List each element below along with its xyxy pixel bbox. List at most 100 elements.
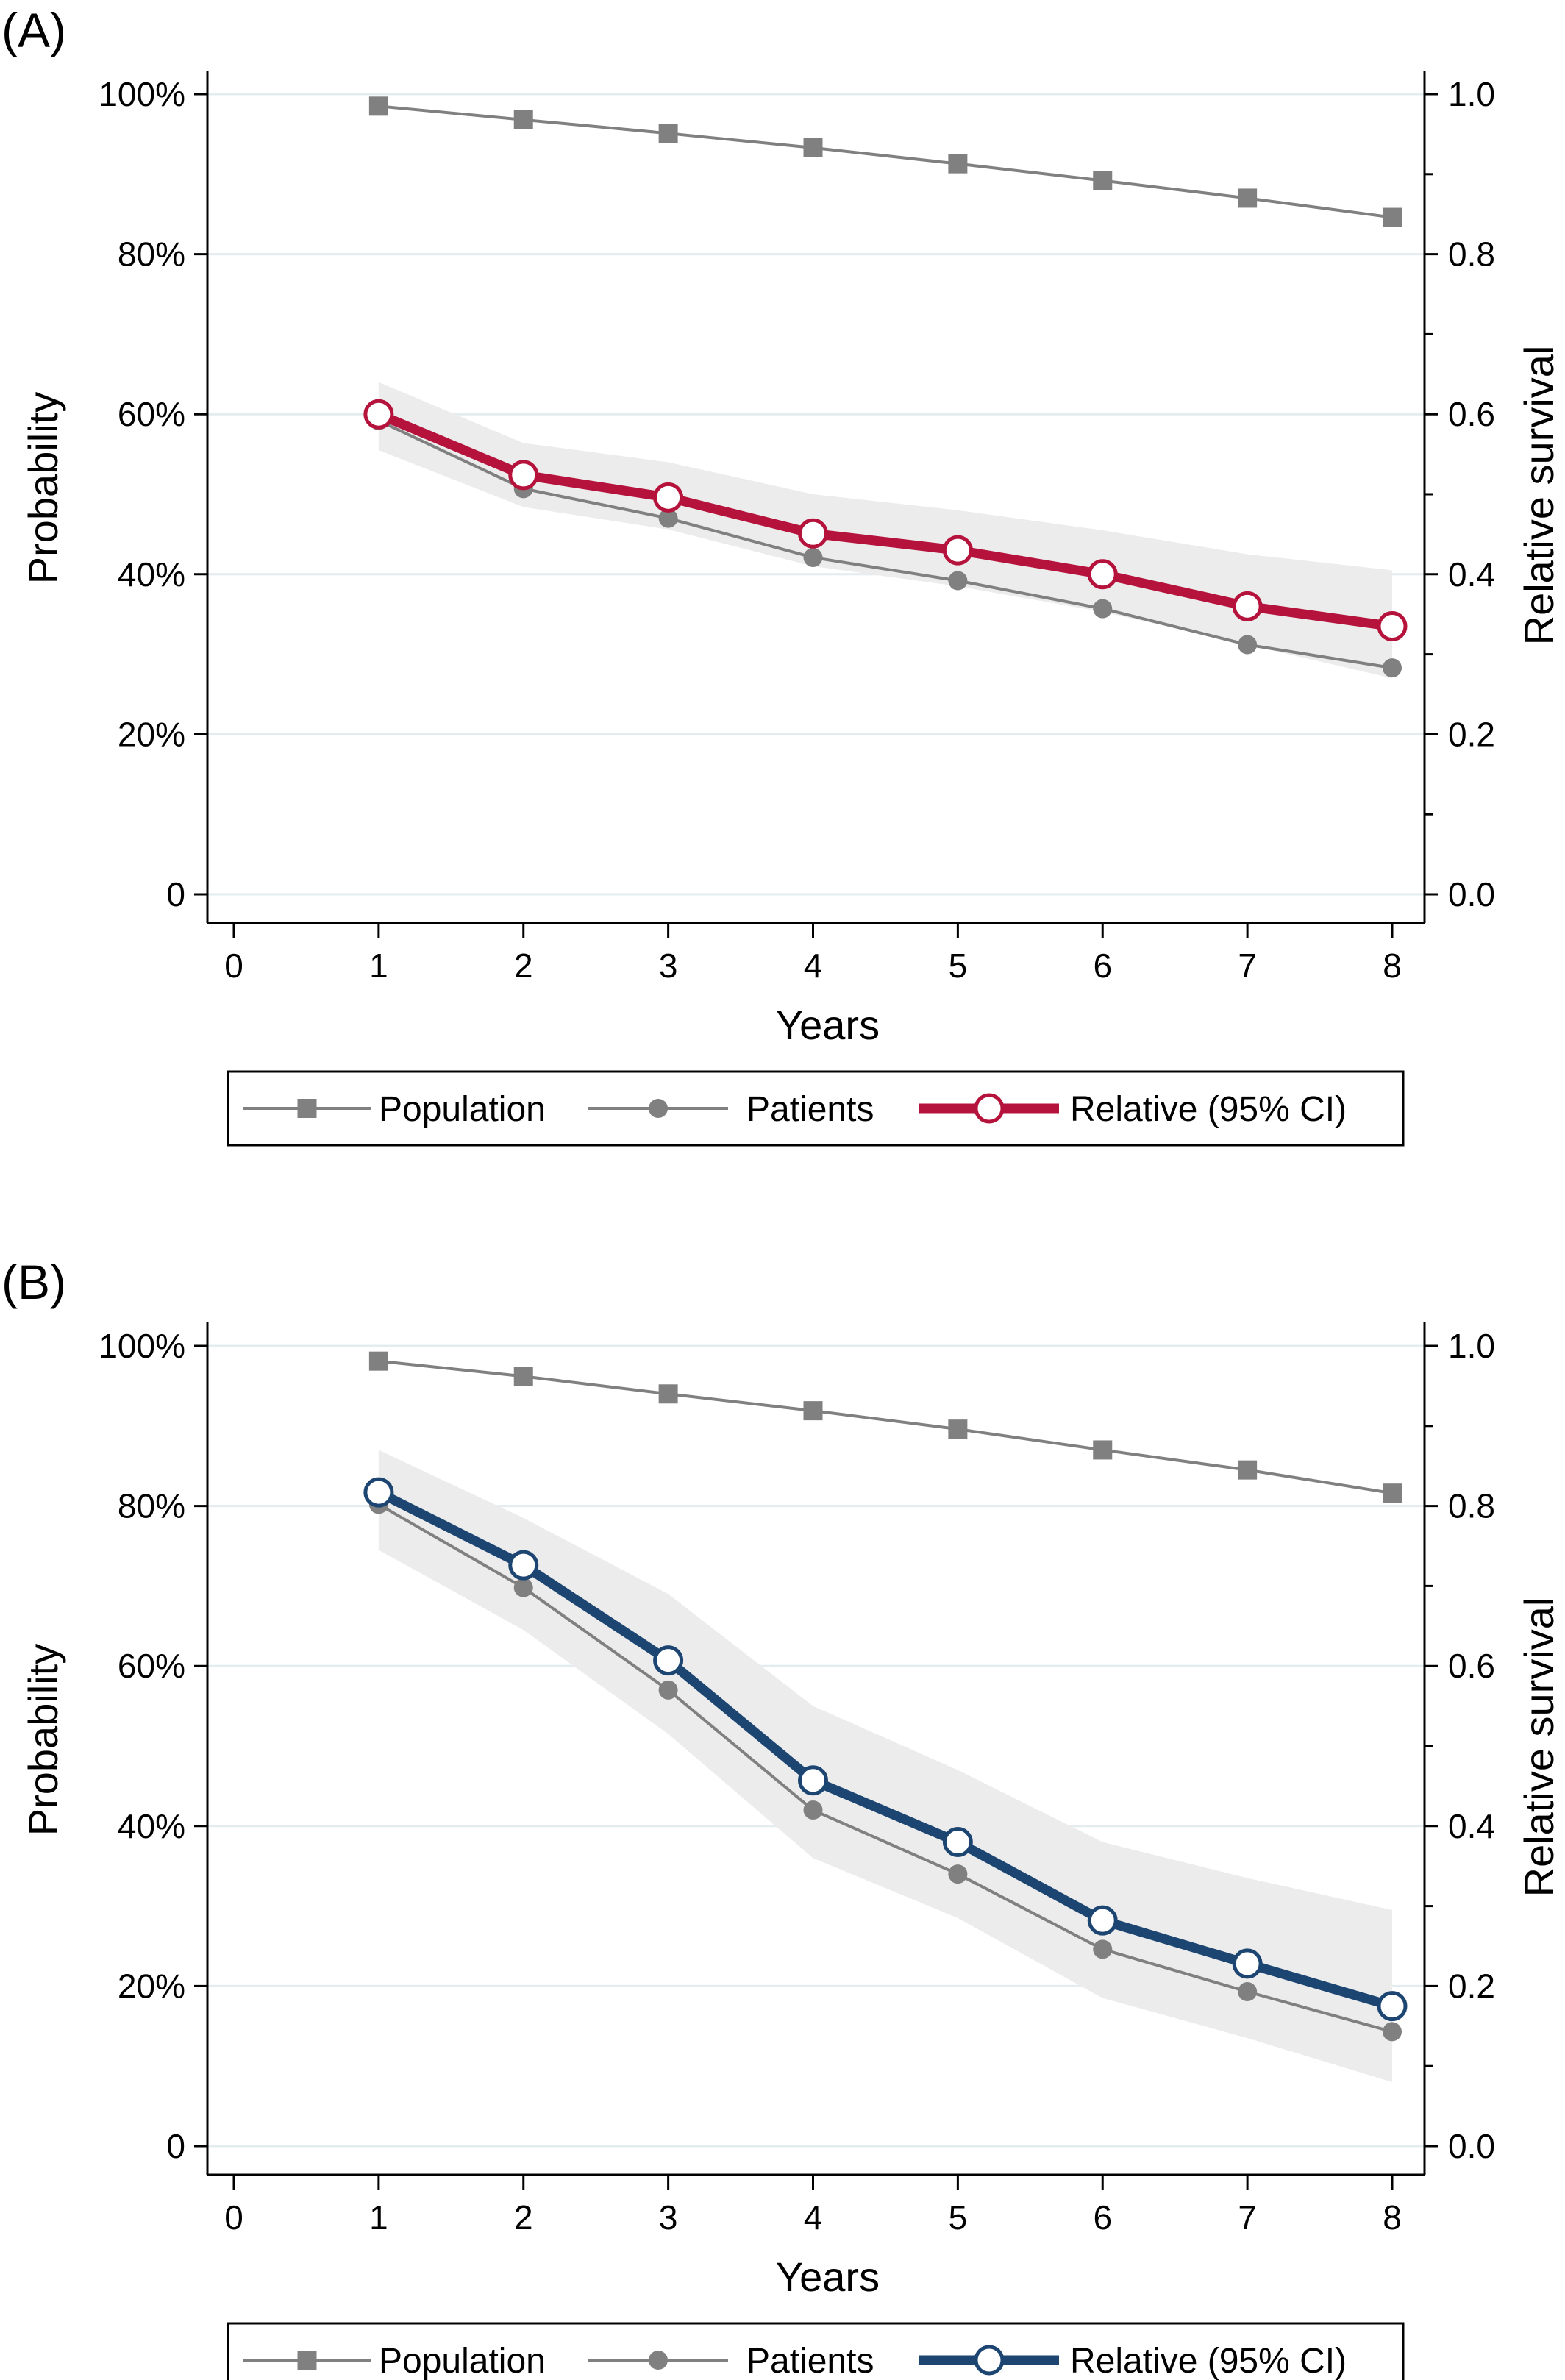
y-tick-label-left: 0 bbox=[166, 2127, 185, 2165]
legend-label: Relative (95% CI) bbox=[1070, 1090, 1347, 1129]
legend-entry: Population bbox=[243, 2342, 546, 2380]
series-line bbox=[378, 1359, 1393, 1495]
x-tick-label: 8 bbox=[1383, 2198, 1402, 2237]
legend-swatch-marker bbox=[649, 1099, 668, 1118]
data-point-hollow-circle bbox=[1087, 559, 1118, 590]
data-point-circle bbox=[513, 1578, 533, 1597]
data-point-square bbox=[1238, 1460, 1258, 1480]
legend-label: Population bbox=[379, 2342, 546, 2380]
legend-swatch-marker bbox=[297, 2351, 317, 2370]
data-point-hollow-circle bbox=[653, 1645, 684, 1676]
data-point-circle bbox=[948, 571, 968, 591]
data-point-circle bbox=[1093, 1939, 1113, 1959]
series-relative bbox=[363, 1477, 1408, 2022]
y-tick-label-left: 80% bbox=[118, 1487, 185, 1525]
y-tick-label-left: 100% bbox=[99, 1327, 185, 1365]
legend: Population Patients Relative (95% CI) bbox=[227, 1070, 1405, 1147]
data-point-square bbox=[513, 1367, 533, 1386]
legend-entry: Patients bbox=[588, 2342, 874, 2380]
x-tick-label: 1 bbox=[369, 947, 388, 985]
y-tick-label-right: 0.4 bbox=[1448, 555, 1495, 594]
x-tick-label: 8 bbox=[1383, 947, 1402, 985]
data-point-square bbox=[658, 1384, 678, 1404]
confidence-band bbox=[378, 382, 1392, 679]
data-point-circle bbox=[1383, 2022, 1402, 2042]
confidence-band bbox=[378, 1450, 1392, 2082]
x-tick-label: 1 bbox=[369, 2198, 388, 2237]
series-line bbox=[377, 410, 1393, 631]
legend-entry: Population bbox=[243, 1090, 546, 1129]
data-point-square bbox=[948, 1419, 968, 1439]
data-point-square bbox=[368, 96, 388, 116]
x-tick-label: 0 bbox=[224, 2198, 243, 2237]
data-point-circle bbox=[1093, 599, 1113, 619]
data-point-square bbox=[948, 154, 968, 174]
legend-label: Patients bbox=[746, 1090, 874, 1129]
data-point-circle bbox=[658, 1680, 678, 1700]
series-line bbox=[377, 1503, 1393, 2034]
y-tick-label-left: 80% bbox=[118, 235, 185, 274]
data-point-circle bbox=[803, 1800, 823, 1820]
y-tick-label-right: 0.6 bbox=[1448, 395, 1495, 433]
y-axis-title-left: Probability bbox=[20, 392, 66, 584]
x-tick-label: 2 bbox=[514, 947, 533, 985]
x-tick-label: 7 bbox=[1238, 2198, 1257, 2237]
legend-swatch-marker bbox=[974, 2345, 1005, 2376]
x-tick-label: 5 bbox=[949, 2198, 968, 2237]
legend-swatch-marker bbox=[649, 2351, 668, 2370]
y-tick-label-right: 0.2 bbox=[1448, 715, 1495, 753]
data-point-circle bbox=[948, 1864, 968, 1884]
x-tick-label: 3 bbox=[659, 947, 678, 985]
panel-label: (A) bbox=[1, 3, 66, 57]
y-tick-label-right: 0.0 bbox=[1448, 2127, 1495, 2165]
data-point-hollow-circle bbox=[798, 518, 828, 549]
data-point-square bbox=[368, 1351, 388, 1371]
x-tick-label: 6 bbox=[1093, 947, 1112, 985]
data-point-square bbox=[1383, 207, 1402, 227]
chart-panel-a: (A) 0 0.0 20% 0.2 40% 0.4 60% 0.6 80% 0.8 100% 1.0 0 1… bbox=[1, 3, 1562, 1147]
data-point-square bbox=[1093, 171, 1113, 190]
x-tick-label: 4 bbox=[804, 2198, 823, 2237]
y-tick-label-right: 0.4 bbox=[1448, 1807, 1495, 1845]
data-point-circle bbox=[1238, 635, 1258, 655]
data-point-square bbox=[1238, 188, 1258, 208]
chart-panel-b: (B) 0 0.0 20% 0.2 40% 0.4 60% 0.6 80% 0.8 100% 1.0 0 1… bbox=[1, 1255, 1562, 2380]
data-point-circle bbox=[803, 547, 823, 567]
data-point-square bbox=[658, 124, 678, 143]
legend-box bbox=[227, 2322, 1405, 2380]
data-point-hollow-circle bbox=[798, 1765, 828, 1796]
data-point-circle bbox=[658, 508, 678, 528]
data-point-hollow-circle bbox=[1377, 611, 1408, 642]
x-axis-title: Years bbox=[776, 1002, 880, 1048]
x-tick-label: 2 bbox=[514, 2198, 533, 2237]
series-population bbox=[368, 1351, 1402, 1503]
data-point-square bbox=[513, 110, 533, 129]
data-point-square bbox=[1383, 1483, 1402, 1503]
legend: Population Patients Relative (95% CI) bbox=[227, 2322, 1405, 2380]
data-point-hollow-circle bbox=[363, 399, 394, 430]
data-point-hollow-circle bbox=[1087, 1905, 1118, 1936]
legend-swatch-marker bbox=[974, 1093, 1005, 1124]
data-point-square bbox=[1093, 1440, 1113, 1460]
x-tick-label: 6 bbox=[1093, 2198, 1112, 2237]
legend-entry: Patients bbox=[588, 1090, 874, 1129]
y-axis-title-right: Relative survival bbox=[1516, 346, 1562, 646]
x-axis-title: Years bbox=[776, 2253, 880, 2300]
y-axis-title-left: Probability bbox=[20, 1644, 66, 1836]
y-tick-label-left: 60% bbox=[118, 1647, 185, 1685]
y-tick-label-left: 100% bbox=[99, 75, 185, 113]
x-tick-label: 5 bbox=[949, 947, 968, 985]
data-point-hollow-circle bbox=[363, 1477, 394, 1508]
series-population bbox=[368, 96, 1402, 227]
x-tick-label: 3 bbox=[659, 2198, 678, 2237]
legend-label: Relative (95% CI) bbox=[1070, 2342, 1347, 2380]
y-tick-label-right: 0.0 bbox=[1448, 875, 1495, 913]
series-line bbox=[376, 1488, 1394, 2011]
y-tick-label-right: 0.6 bbox=[1448, 1647, 1495, 1685]
data-point-hollow-circle bbox=[942, 535, 973, 566]
legend-entry: Relative (95% CI) bbox=[919, 1090, 1347, 1129]
data-point-hollow-circle bbox=[942, 1827, 973, 1858]
data-point-hollow-circle bbox=[508, 1550, 539, 1581]
